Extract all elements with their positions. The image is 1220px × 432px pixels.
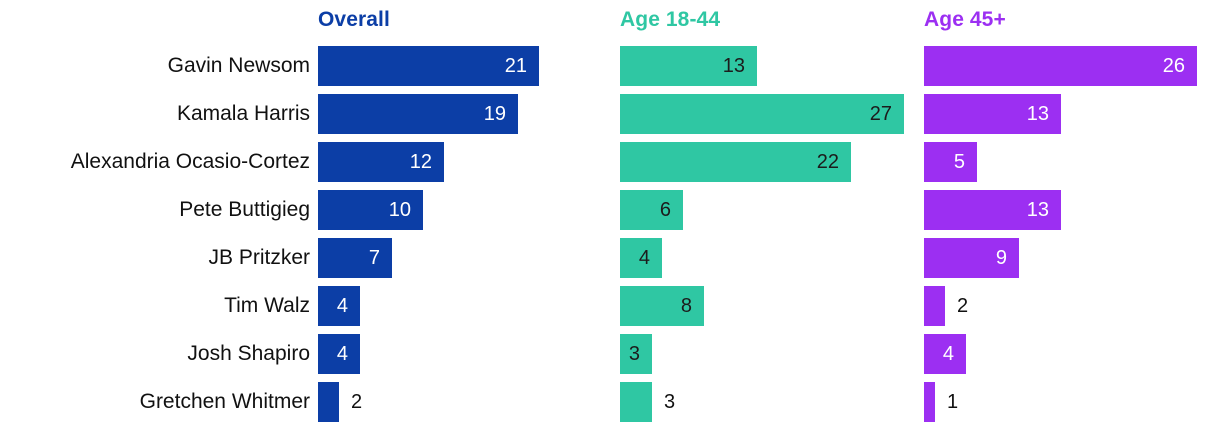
- bar-overall: 12: [318, 142, 444, 182]
- category-label: Josh Shapiro: [187, 342, 310, 365]
- bar-overall: [318, 382, 339, 422]
- bar-age-18-44: 3: [620, 334, 652, 374]
- chart-row: Pete Buttigieg 10 6 13: [0, 190, 1220, 230]
- bar-age-45-: [924, 382, 935, 422]
- bar-overall: 4: [318, 286, 360, 326]
- bar-age-45-: 13: [924, 190, 1061, 230]
- value-label: 13: [1026, 103, 1049, 125]
- category-label: Gavin Newsom: [167, 54, 310, 77]
- value-label: 2: [957, 295, 969, 317]
- value-label: 4: [942, 343, 954, 365]
- bar-age-45-: 13: [924, 94, 1061, 134]
- series-header-age-18-44: Age 18-44: [620, 8, 721, 31]
- bar-age-18-44: 22: [620, 142, 851, 182]
- value-label: 19: [483, 103, 506, 125]
- chart-row: Tim Walz 4 8 2: [0, 286, 1220, 326]
- value-label: 13: [1026, 199, 1049, 221]
- chart-row: Gretchen Whitmer 2 3 1: [0, 382, 1220, 422]
- category-label: Gretchen Whitmer: [139, 390, 310, 413]
- chart-row: JB Pritzker 7 4 9: [0, 238, 1220, 278]
- value-label: 7: [368, 247, 380, 269]
- bar-age-18-44: 6: [620, 190, 683, 230]
- bar-overall: 7: [318, 238, 392, 278]
- bar-age-45-: 9: [924, 238, 1019, 278]
- bar-rows: Gavin Newsom 21 13 26 Kamala Harris 19 27 13 Ale…: [0, 46, 1220, 430]
- bar-age-45-: 26: [924, 46, 1197, 86]
- value-label: 4: [336, 343, 348, 365]
- value-label: 26: [1162, 55, 1185, 77]
- bar-age-45-: 4: [924, 334, 966, 374]
- value-label: 13: [722, 55, 745, 77]
- bar-overall: 4: [318, 334, 360, 374]
- value-label: 3: [628, 343, 640, 365]
- series-header-overall: Overall: [318, 8, 390, 31]
- chart-row: Kamala Harris 19 27 13: [0, 94, 1220, 134]
- value-label: 8: [680, 295, 692, 317]
- value-label: 4: [638, 247, 650, 269]
- category-label: JB Pritzker: [208, 246, 310, 269]
- value-label: 6: [659, 199, 671, 221]
- chart-row: Josh Shapiro 4 3 4: [0, 334, 1220, 374]
- chart-row: Gavin Newsom 21 13 26: [0, 46, 1220, 86]
- value-label: 2: [351, 391, 363, 413]
- value-label: 10: [388, 199, 411, 221]
- bar-overall: 21: [318, 46, 539, 86]
- value-label: 3: [664, 391, 676, 413]
- series-header-row: Overall Age 18-44 Age 45+: [0, 8, 1220, 42]
- category-label: Alexandria Ocasio-Cortez: [70, 150, 310, 173]
- value-label: 9: [995, 247, 1007, 269]
- category-label: Kamala Harris: [176, 102, 310, 125]
- value-label: 1: [947, 391, 959, 413]
- bar-overall: 10: [318, 190, 423, 230]
- bar-overall: 19: [318, 94, 518, 134]
- category-label: Tim Walz: [224, 294, 310, 317]
- bar-age-18-44: 4: [620, 238, 662, 278]
- chart-row: Alexandria Ocasio-Cortez 12 22 5: [0, 142, 1220, 182]
- value-label: 27: [869, 103, 892, 125]
- value-label: 22: [816, 151, 839, 173]
- value-label: 21: [504, 55, 527, 77]
- bar-age-18-44: 27: [620, 94, 904, 134]
- value-label: 12: [409, 151, 432, 173]
- value-label: 4: [336, 295, 348, 317]
- bar-age-45-: [924, 286, 945, 326]
- series-header-age-45-plus: Age 45+: [924, 8, 1006, 31]
- bar-age-45-: 5: [924, 142, 977, 182]
- bar-age-18-44: [620, 382, 652, 422]
- bar-age-18-44: 8: [620, 286, 704, 326]
- value-label: 5: [953, 151, 965, 173]
- category-label: Pete Buttigieg: [179, 198, 310, 221]
- bar-age-18-44: 13: [620, 46, 757, 86]
